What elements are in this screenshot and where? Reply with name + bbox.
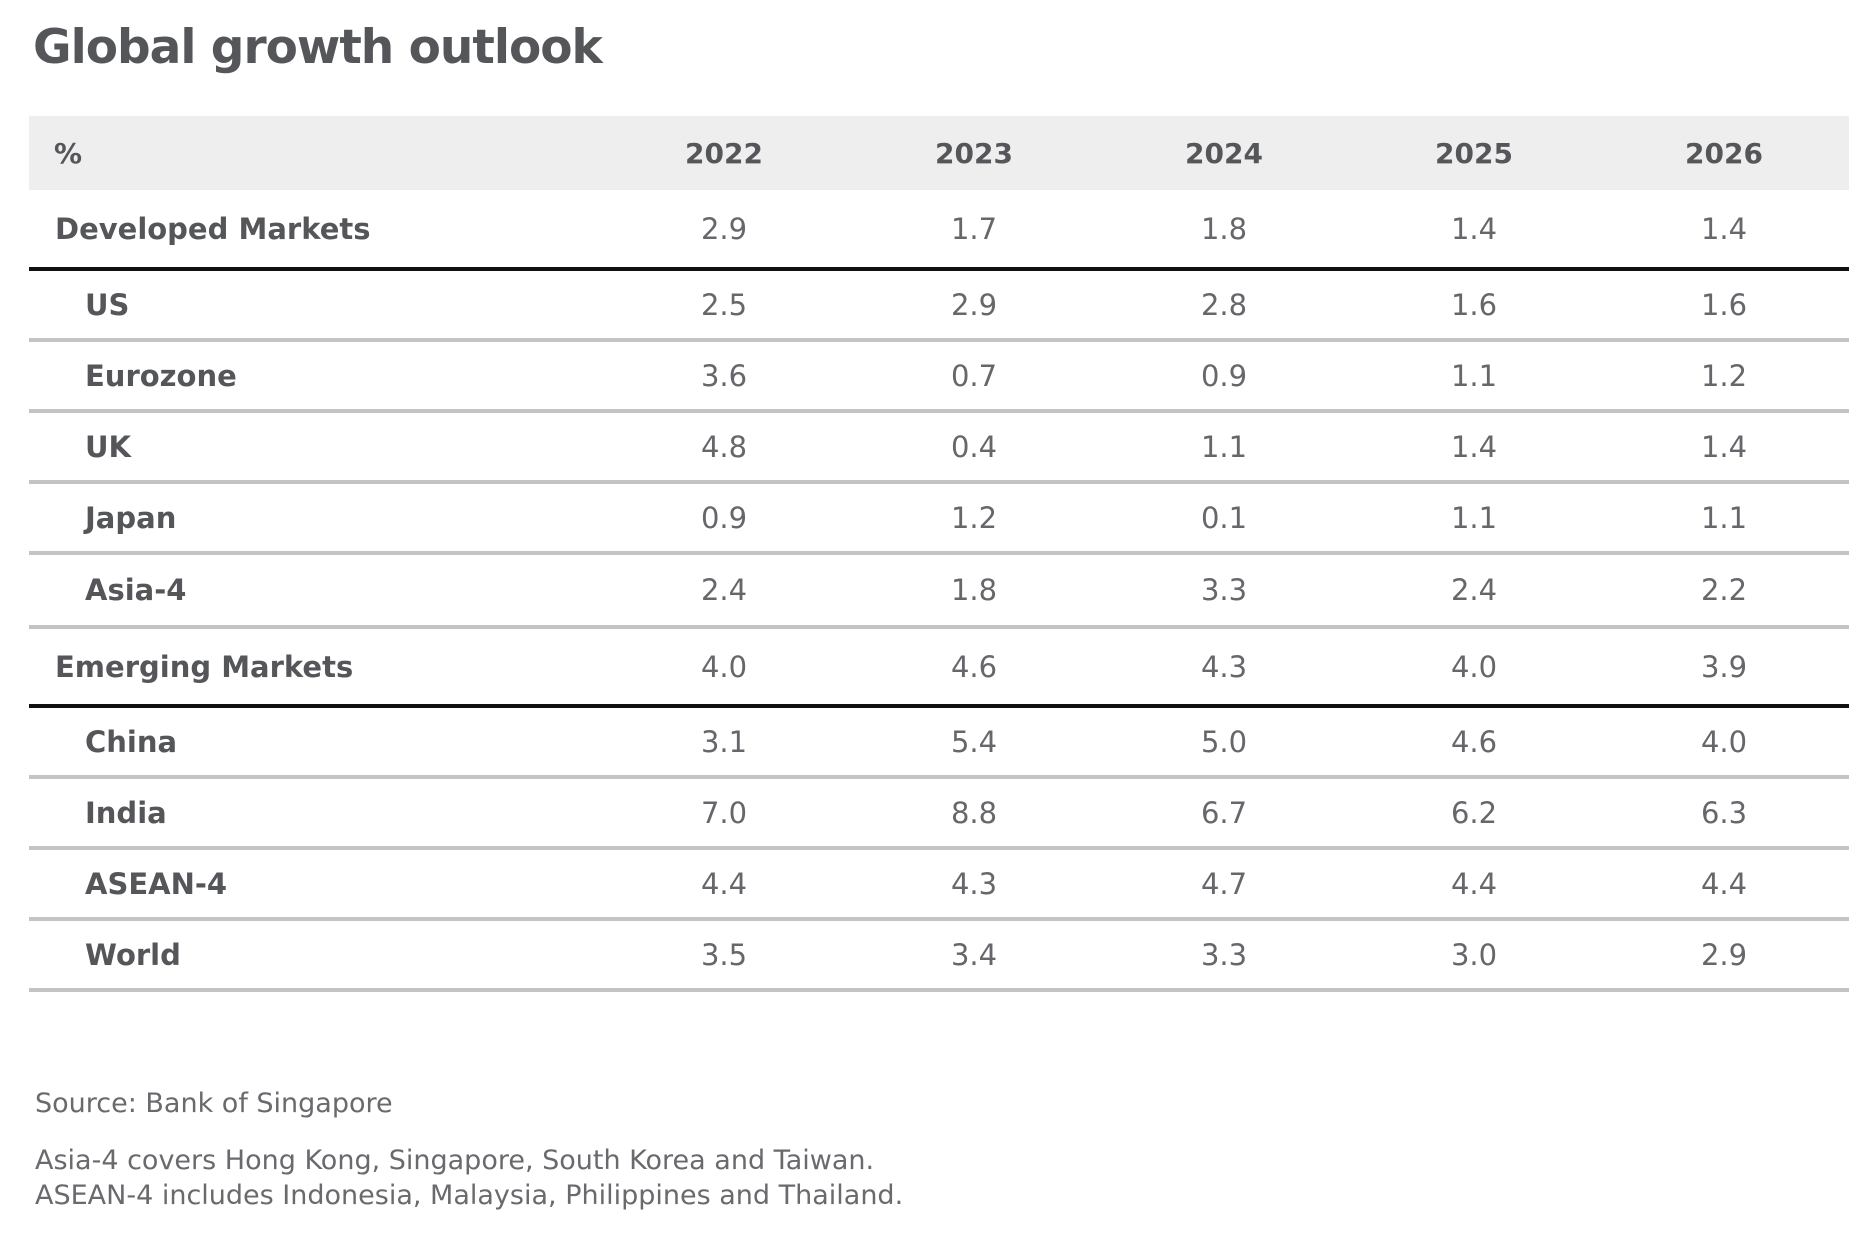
table-group-row: Developed Markets 2.9 1.7 1.8 1.4 1.4 bbox=[29, 190, 1849, 269]
row-label: Emerging Markets bbox=[55, 649, 354, 684]
footnote: Asia-4 covers Hong Kong, Singapore, Sout… bbox=[35, 1145, 875, 1176]
row-label: Asia-4 bbox=[85, 573, 187, 607]
table-cell: 6.2 bbox=[1450, 795, 1498, 830]
table-cell: 4.0 bbox=[700, 649, 748, 684]
table-cell: 7.0 bbox=[700, 795, 748, 830]
row-label: China bbox=[85, 724, 178, 759]
table-cell: 1.1 bbox=[1200, 429, 1248, 464]
table-cell: 2.9 bbox=[1700, 937, 1748, 972]
table-cell: 4.4 bbox=[1450, 866, 1498, 901]
table-cell: 3.4 bbox=[950, 937, 998, 972]
row-label: ASEAN-4 bbox=[85, 866, 228, 901]
table-cell: 4.0 bbox=[1450, 649, 1498, 684]
table-cell: 2.4 bbox=[1450, 573, 1498, 607]
row-label: India bbox=[85, 795, 167, 830]
table-cell: 4.7 bbox=[1200, 866, 1248, 901]
row-label: UK bbox=[85, 429, 132, 464]
column-header: 2025 bbox=[1435, 136, 1513, 170]
table-cell: 1.8 bbox=[950, 573, 998, 607]
table-cell: 2.5 bbox=[700, 287, 748, 322]
table-row: Japan 0.9 1.2 0.1 1.1 1.1 bbox=[29, 482, 1849, 553]
table-cell: 4.8 bbox=[700, 429, 748, 464]
table-cell: 2.8 bbox=[1200, 287, 1248, 322]
table-row: China 3.1 5.4 5.0 4.6 4.0 bbox=[29, 706, 1849, 777]
table-cell: 1.7 bbox=[950, 211, 998, 246]
row-label: Japan bbox=[85, 500, 177, 535]
table-row: World 3.5 3.4 3.3 3.0 2.9 bbox=[29, 919, 1849, 990]
table-row: Eurozone 3.6 0.7 0.9 1.1 1.2 bbox=[29, 340, 1849, 411]
table-cell: 1.8 bbox=[1200, 211, 1248, 246]
column-header: 2023 bbox=[935, 136, 1013, 170]
table-cell: 2.2 bbox=[1700, 573, 1748, 607]
table-cell: 1.1 bbox=[1700, 500, 1748, 535]
table-body: Developed Markets 2.9 1.7 1.8 1.4 1.4 US 2.5 2.9… bbox=[29, 190, 1849, 990]
table-cell: 5.4 bbox=[950, 724, 998, 759]
table-cell: 1.4 bbox=[1700, 429, 1748, 464]
table-cell: 4.6 bbox=[1450, 724, 1498, 759]
table-cell: 3.0 bbox=[1450, 937, 1498, 972]
table-cell: 4.3 bbox=[1200, 649, 1248, 684]
table-cell: 1.4 bbox=[1450, 211, 1498, 246]
table-cell: 3.1 bbox=[700, 724, 748, 759]
table-cell: 0.7 bbox=[950, 358, 998, 393]
table-cell: 8.8 bbox=[950, 795, 998, 830]
table-row: Asia-4 2.4 1.8 3.3 2.4 2.2 bbox=[29, 553, 1849, 627]
column-header: 2026 bbox=[1685, 136, 1763, 170]
table-cell: 4.6 bbox=[950, 649, 998, 684]
table-row: ASEAN-4 4.4 4.3 4.7 4.4 4.4 bbox=[29, 848, 1849, 919]
table-cell: 4.4 bbox=[1700, 866, 1748, 901]
table-cell: 6.3 bbox=[1700, 795, 1748, 830]
table-cell: 1.6 bbox=[1450, 287, 1498, 322]
footnote: ASEAN-4 includes Indonesia, Malaysia, Ph… bbox=[35, 1180, 904, 1211]
table-cell: 1.1 bbox=[1450, 500, 1498, 535]
table-row: US 2.5 2.9 2.8 1.6 1.6 bbox=[29, 269, 1849, 340]
table-cell: 1.4 bbox=[1450, 429, 1498, 464]
table-cell: 0.4 bbox=[950, 429, 998, 464]
table-cell: 1.4 bbox=[1700, 211, 1748, 246]
table-cell: 0.9 bbox=[1200, 358, 1248, 393]
table-cell: 2.4 bbox=[700, 573, 748, 607]
growth-outlook-table: % 2022 2023 2024 2025 2026 Developed Mar… bbox=[29, 116, 1849, 992]
table-cell: 3.5 bbox=[700, 937, 748, 972]
table-cell: 2.9 bbox=[700, 211, 748, 246]
table-cell: 5.0 bbox=[1200, 724, 1248, 759]
table-cell: 4.0 bbox=[1700, 724, 1748, 759]
table-row: UK 4.8 0.4 1.1 1.4 1.4 bbox=[29, 411, 1849, 482]
table-cell: 3.6 bbox=[700, 358, 748, 393]
table-cell: 6.7 bbox=[1200, 795, 1248, 830]
table-header-row: % 2022 2023 2024 2025 2026 bbox=[29, 116, 1849, 190]
table-row: India 7.0 8.8 6.7 6.2 6.3 bbox=[29, 777, 1849, 848]
table-cell: 4.3 bbox=[950, 866, 998, 901]
row-label: World bbox=[85, 937, 181, 972]
table-cell: 3.9 bbox=[1700, 649, 1748, 684]
row-label: Eurozone bbox=[85, 358, 237, 393]
table-cell: 2.9 bbox=[950, 287, 998, 322]
column-header: 2024 bbox=[1185, 136, 1263, 170]
source-note: Source: Bank of Singapore bbox=[35, 1088, 393, 1119]
table-cell: 0.1 bbox=[1200, 500, 1248, 535]
table-cell: 0.9 bbox=[700, 500, 748, 535]
table-cell: 1.1 bbox=[1450, 358, 1498, 393]
table-group-row: Emerging Markets 4.0 4.6 4.3 4.0 3.9 bbox=[29, 627, 1849, 706]
table-cell: 3.3 bbox=[1200, 937, 1248, 972]
table-cell: 3.3 bbox=[1200, 573, 1248, 607]
table-cell: 1.2 bbox=[950, 500, 998, 535]
column-header: 2022 bbox=[685, 136, 763, 170]
row-label: Developed Markets bbox=[55, 211, 371, 246]
table-cell: 1.6 bbox=[1700, 287, 1748, 322]
page-title: Global growth outlook bbox=[33, 20, 603, 75]
footnotes: Asia-4 covers Hong Kong, Singapore, Sout… bbox=[35, 1143, 903, 1213]
unit-header: % bbox=[54, 136, 83, 170]
row-label: US bbox=[85, 287, 130, 322]
table-cell: 1.2 bbox=[1700, 358, 1748, 393]
table-cell: 4.4 bbox=[700, 866, 748, 901]
